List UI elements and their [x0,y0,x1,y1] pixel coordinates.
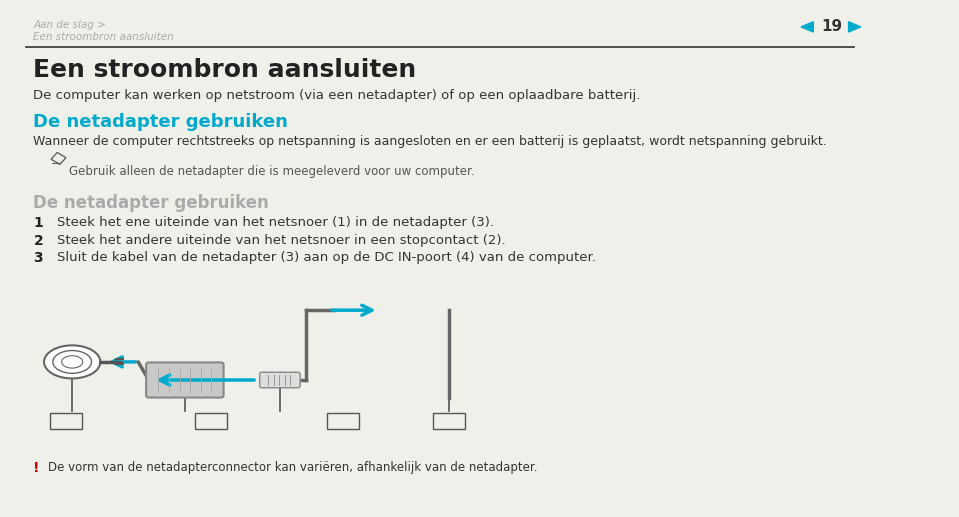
Text: Een stroombron aansluiten: Een stroombron aansluiten [34,32,175,42]
Text: 3: 3 [34,251,43,265]
Text: Aan de slag >: Aan de slag > [34,20,106,29]
Text: Steek het andere uiteinde van het netsnoer in een stopcontact (2).: Steek het andere uiteinde van het netsno… [58,234,505,247]
FancyBboxPatch shape [50,413,82,429]
Polygon shape [801,22,813,32]
Text: Gebruik alleen de netadapter die is meegeleverd voor uw computer.: Gebruik alleen de netadapter die is meeg… [69,165,475,178]
Text: 2: 2 [445,414,454,428]
FancyBboxPatch shape [260,372,300,388]
Text: 2: 2 [34,234,43,248]
Text: De netadapter gebruiken: De netadapter gebruiken [34,194,269,212]
Circle shape [61,356,82,368]
FancyBboxPatch shape [327,413,359,429]
Text: De vorm van de netadapterconnector kan variëren, afhankelijk van de netadapter.: De vorm van de netadapterconnector kan v… [48,461,538,474]
Text: 1: 1 [339,414,347,428]
Text: 3: 3 [207,414,216,428]
Polygon shape [849,22,861,32]
Text: De computer kan werken op netstroom (via een netadapter) of op een oplaadbare ba: De computer kan werken op netstroom (via… [34,89,641,102]
Text: Steek het ene uiteinde van het netsnoer (1) in de netadapter (3).: Steek het ene uiteinde van het netsnoer … [58,216,494,229]
Text: Wanneer de computer rechtstreeks op netspanning is aangesloten en er een batteri: Wanneer de computer rechtstreeks op nets… [34,135,828,148]
FancyBboxPatch shape [146,362,223,398]
Circle shape [44,345,101,378]
Text: De netadapter gebruiken: De netadapter gebruiken [34,113,289,131]
Text: !: ! [34,461,40,475]
Circle shape [53,351,91,373]
Text: 19: 19 [821,19,842,35]
Text: 1: 1 [34,216,43,230]
Text: Sluit de kabel van de netadapter (3) aan op de DC IN-poort (4) van de computer.: Sluit de kabel van de netadapter (3) aan… [58,251,596,264]
FancyBboxPatch shape [196,413,227,429]
Text: Een stroombron aansluiten: Een stroombron aansluiten [34,58,417,82]
FancyBboxPatch shape [433,413,465,429]
Text: 4: 4 [61,414,70,428]
